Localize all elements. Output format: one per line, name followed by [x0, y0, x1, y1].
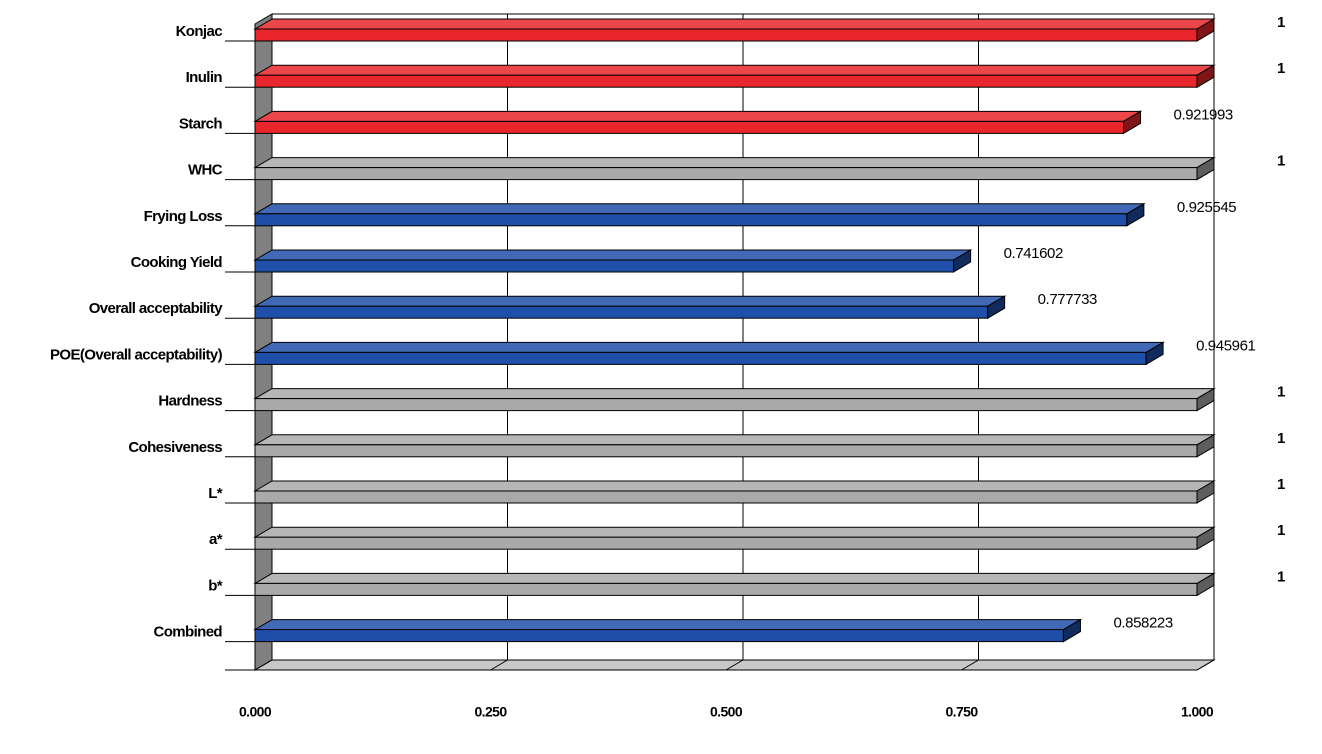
bar-end [1196, 433, 1215, 458]
bar-top [253, 249, 973, 261]
bar-top [253, 619, 1083, 631]
value-label: 0.777733 [1038, 291, 1097, 308]
value-label: 1 [1277, 14, 1285, 31]
bar [254, 120, 1125, 134]
bar-top [253, 572, 1216, 584]
x-tick-label: 0.750 [945, 704, 978, 720]
bar-top [253, 295, 1007, 307]
category-label: b* [208, 577, 223, 594]
bar-top [253, 203, 1146, 215]
bar [254, 490, 1198, 504]
value-label: 0.945961 [1196, 337, 1255, 354]
bar-end [1062, 618, 1081, 643]
x-tick [254, 659, 273, 671]
bar [254, 74, 1198, 88]
value-label: 1 [1277, 430, 1285, 447]
category-label: Hardness [158, 393, 222, 410]
value-label: 0.858223 [1113, 615, 1172, 632]
bar-end [1123, 110, 1142, 135]
bar-top [253, 480, 1216, 492]
bar-top [253, 18, 1216, 30]
category-label: L* [208, 485, 223, 502]
bar [254, 536, 1198, 550]
category-label: Combined [153, 624, 222, 641]
bar-end [987, 295, 1006, 320]
value-label: 1 [1277, 384, 1285, 401]
bar [254, 259, 955, 273]
bar-top [253, 157, 1216, 169]
category-label: Konjac [176, 23, 223, 40]
bar-end [1196, 64, 1215, 89]
bar [254, 398, 1198, 412]
bar [254, 167, 1198, 181]
bar-top [253, 526, 1216, 538]
bar [254, 444, 1198, 458]
bar [254, 351, 1147, 365]
category-label: POE(Overall acceptability) [50, 346, 223, 363]
bar-top [253, 388, 1216, 400]
category-label: WHC [188, 162, 223, 179]
value-label: 0.925545 [1177, 199, 1236, 216]
bar-end [1196, 156, 1215, 181]
bar-end [1196, 387, 1215, 412]
bar-end [1145, 341, 1164, 366]
x-tick [725, 659, 744, 671]
category-label: Overall acceptability [89, 300, 224, 317]
x-tick [961, 659, 979, 671]
x-tick-label: 0.000 [239, 704, 272, 720]
value-label: 1 [1277, 568, 1285, 585]
bar-end [1196, 526, 1215, 551]
category-label: a* [209, 531, 223, 548]
bar [254, 213, 1128, 227]
category-label: Starch [179, 115, 223, 132]
bar [254, 629, 1064, 643]
bar-top [253, 341, 1165, 353]
bar-top [253, 110, 1143, 122]
x-tick-label: 0.500 [710, 704, 743, 720]
category-label: Frying Loss [144, 208, 223, 225]
bar-end [953, 249, 972, 273]
bar-end [1196, 18, 1215, 42]
bar [254, 582, 1198, 596]
value-label: 1 [1277, 153, 1285, 170]
x-tick [1196, 659, 1215, 671]
category-label: Inulin [186, 69, 223, 86]
bar-end [1126, 202, 1145, 227]
bar-end [1196, 480, 1215, 504]
bar-top [253, 64, 1216, 76]
value-label: 0.921993 [1174, 106, 1233, 123]
bar-top [253, 434, 1216, 446]
value-label: 1 [1277, 476, 1285, 493]
value-label: 0.741602 [1004, 245, 1063, 262]
category-label: Cooking Yield [131, 254, 223, 271]
bar [254, 305, 989, 319]
value-label: 1 [1277, 522, 1285, 539]
bar [254, 28, 1198, 42]
x-tick-label: 0.250 [474, 704, 507, 720]
value-label: 1 [1277, 60, 1285, 77]
x-tick-label: 1.000 [1181, 704, 1214, 720]
category-label: Cohesiveness [128, 439, 222, 456]
x-tick [490, 659, 508, 671]
bar-end [1196, 572, 1215, 597]
